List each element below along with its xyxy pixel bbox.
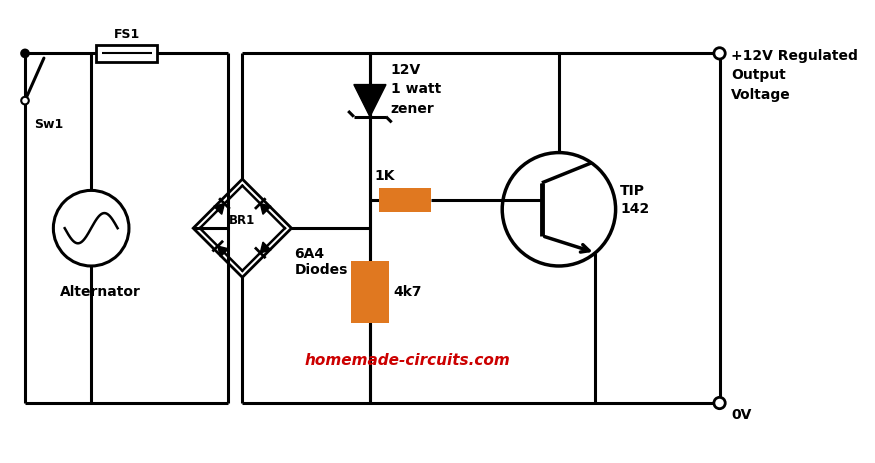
- Polygon shape: [214, 204, 224, 214]
- Polygon shape: [218, 246, 228, 257]
- Text: 1K: 1K: [374, 169, 396, 183]
- Polygon shape: [260, 242, 271, 253]
- Circle shape: [714, 397, 725, 409]
- Text: 0V: 0V: [731, 408, 752, 422]
- Circle shape: [714, 48, 725, 59]
- Circle shape: [21, 50, 29, 57]
- Text: +12V Regulated
Output
Voltage: +12V Regulated Output Voltage: [731, 49, 858, 102]
- Bar: [380, 188, 431, 212]
- Text: 12V
1 watt
zener: 12V 1 watt zener: [391, 63, 441, 116]
- Text: Sw1: Sw1: [34, 118, 64, 131]
- Text: 4k7: 4k7: [394, 285, 422, 299]
- Bar: [96, 45, 158, 62]
- Polygon shape: [354, 85, 386, 117]
- Circle shape: [502, 153, 616, 266]
- Bar: [351, 261, 388, 323]
- Text: TIP
142: TIP 142: [620, 184, 649, 216]
- Text: homemade-circuits.com: homemade-circuits.com: [304, 353, 511, 368]
- Text: 6A4
Diodes: 6A4 Diodes: [294, 247, 347, 277]
- Circle shape: [21, 97, 29, 104]
- Text: BR1: BR1: [229, 214, 255, 227]
- Circle shape: [53, 190, 129, 266]
- Polygon shape: [260, 204, 271, 214]
- Text: FS1: FS1: [114, 28, 140, 41]
- Text: Alternator: Alternator: [60, 285, 141, 299]
